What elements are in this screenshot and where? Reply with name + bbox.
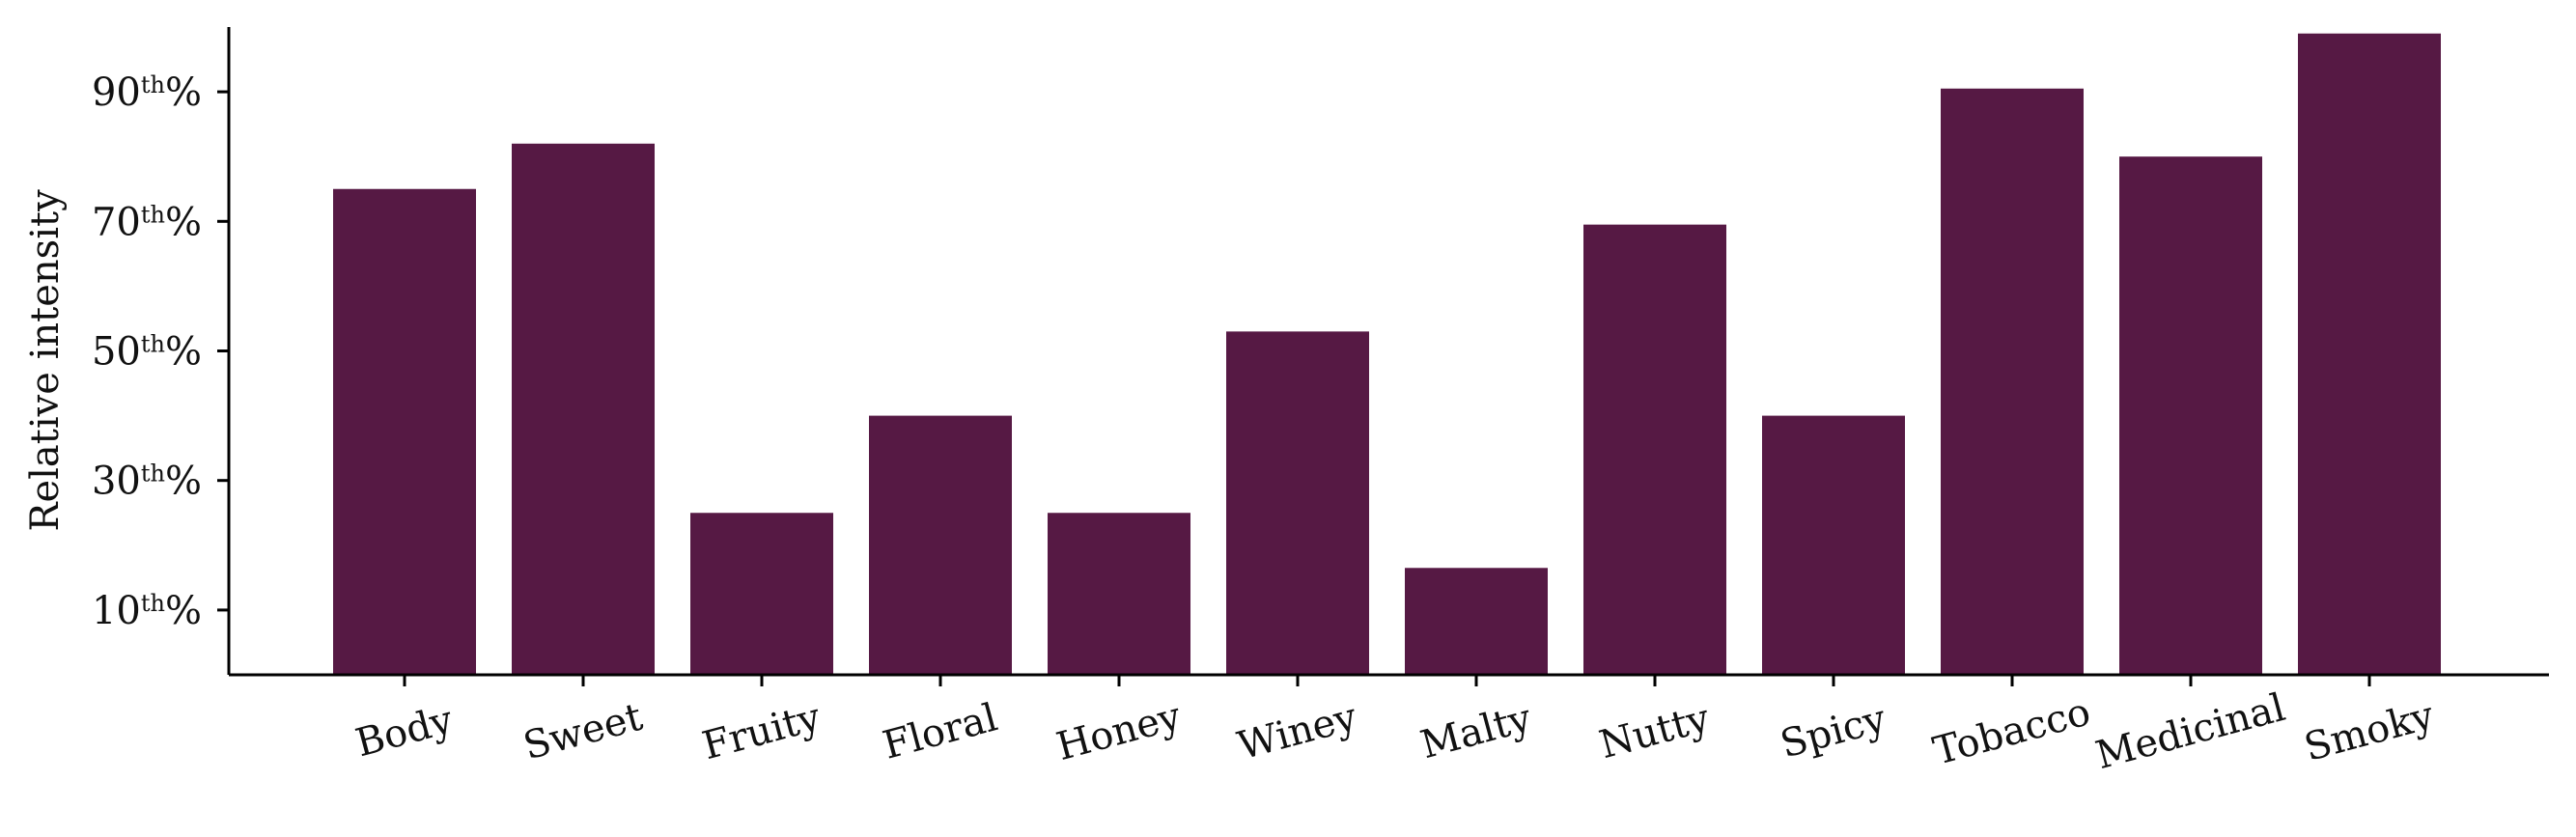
bar-winey <box>1226 331 1369 675</box>
x-tick-label-winey: Winey <box>1233 695 1361 769</box>
y-tick-label: 90th% <box>92 70 202 115</box>
y-axis-label: Relative intensity <box>23 189 68 532</box>
x-tick-label-nutty: Nutty <box>1595 696 1715 767</box>
bar-malty <box>1405 568 1548 675</box>
x-tick-label-honey: Honey <box>1052 694 1187 769</box>
bar-sweet <box>512 143 655 675</box>
x-tick-label-floral: Floral <box>879 695 1002 768</box>
y-tick-label: 50th% <box>92 330 202 375</box>
bar-medicinal <box>2119 156 2262 675</box>
bar-tobacco <box>1941 88 2084 676</box>
x-tick-label-smoky: Smoky <box>2300 693 2439 770</box>
x-tick-label-fruity: Fruity <box>698 695 826 769</box>
bar-spicy <box>1762 415 1905 675</box>
x-tick-label-body: Body <box>351 698 459 767</box>
x-tick-label-medicinal: Medicinal <box>2091 685 2290 778</box>
bar-smoky <box>2298 33 2441 675</box>
x-tick-label-malty: Malty <box>1416 696 1537 768</box>
x-ticks-group: Body Sweet Fruity Floral Honey Winey Malty Nutt… <box>351 675 2439 778</box>
bar-fruity <box>690 513 833 675</box>
y-ticks-group: 10th% 30th% 50th% 70th% 90th% <box>92 70 229 633</box>
bar-floral <box>869 415 1012 675</box>
bar-honey <box>1048 513 1190 675</box>
y-tick-label: 10th% <box>92 589 202 633</box>
x-tick-label-spicy: Spicy <box>1776 696 1890 767</box>
bars-group <box>333 33 2441 676</box>
bar-nutty <box>1583 224 1726 675</box>
x-tick-label-tobacco: Tobacco <box>1929 689 2095 773</box>
y-tick-label: 70th% <box>92 200 202 244</box>
y-tick-label: 30th% <box>92 460 202 504</box>
bar-body <box>333 188 476 675</box>
x-tick-label-sweet: Sweet <box>518 695 647 769</box>
